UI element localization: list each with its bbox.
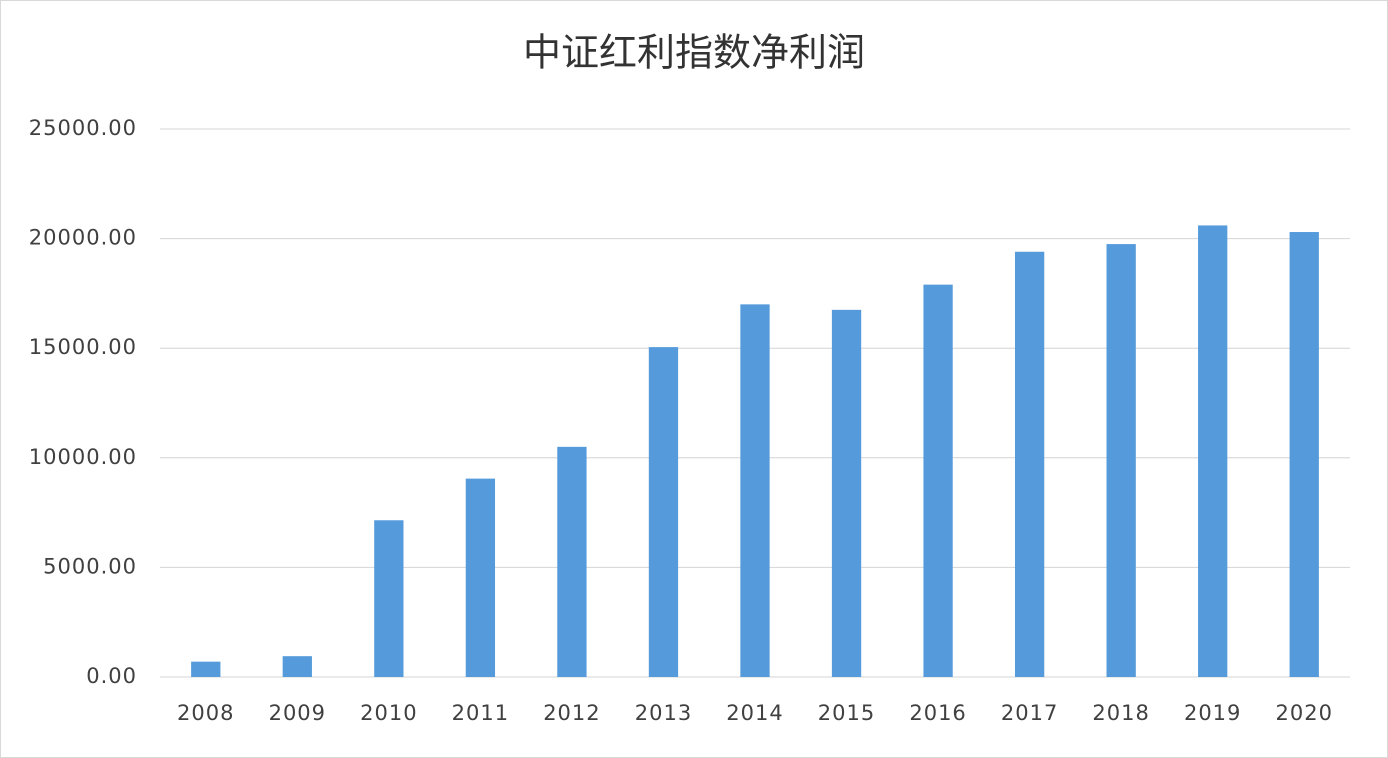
x-tick-label: 2009 [269,701,326,725]
bar [923,284,953,677]
y-tick-label: 20000.00 [29,226,137,250]
x-tick-label: 2018 [1092,701,1149,725]
chart-title: 中证红利指数净利润 [523,31,865,75]
bar [831,309,862,677]
bar [191,661,221,677]
bar [1014,251,1045,677]
y-tick-label: 5000.00 [43,554,137,578]
x-tick-label: 2015 [818,701,875,725]
bar [740,304,770,677]
bar [374,520,404,677]
bar [282,656,312,677]
bar [1106,244,1136,677]
x-tick-label: 2010 [360,701,417,725]
x-tick-label: 2020 [1276,701,1333,725]
x-tick-label: 2016 [909,701,966,725]
x-tick-label: 2019 [1184,701,1241,725]
bar [648,347,679,677]
y-tick-label: 10000.00 [29,445,137,469]
y-tick-label: 15000.00 [29,335,137,359]
x-tick-label: 2013 [635,701,692,725]
x-tick-label: 2017 [1001,701,1058,725]
bar [1289,232,1319,678]
bar [1198,225,1228,677]
y-tick-label: 0.00 [86,664,137,688]
x-tick-label: 2014 [726,701,783,725]
x-tick-label: 2011 [452,701,509,725]
y-tick-label: 25000.00 [29,116,137,140]
bar [465,478,496,677]
bar [557,446,587,677]
x-tick-label: 2008 [177,701,234,725]
x-tick-label: 2012 [543,701,600,725]
